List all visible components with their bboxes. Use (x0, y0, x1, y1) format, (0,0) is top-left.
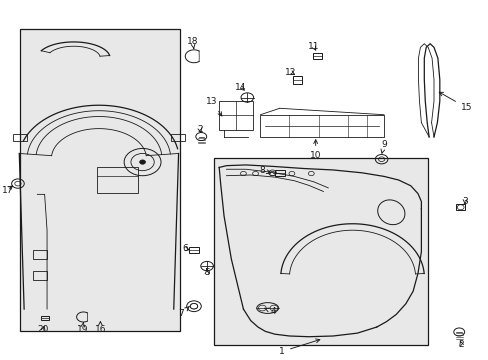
Bar (274, 170, 284, 176)
Text: 20: 20 (38, 325, 49, 334)
Text: 2: 2 (458, 341, 464, 350)
Text: 2: 2 (197, 125, 203, 134)
Text: 18: 18 (186, 37, 198, 49)
Text: 12: 12 (285, 68, 296, 77)
Text: 6: 6 (182, 244, 189, 253)
Bar (219, 101, 253, 130)
Text: 14: 14 (235, 83, 246, 92)
Bar (32, 271, 47, 280)
Bar (260, 115, 383, 137)
Text: 8: 8 (259, 166, 270, 175)
Text: 16: 16 (95, 321, 106, 334)
Text: 15: 15 (438, 92, 471, 112)
Bar (455, 204, 464, 211)
Bar (41, 316, 49, 320)
Text: 13: 13 (206, 97, 222, 116)
Text: 1: 1 (279, 339, 319, 356)
Bar (32, 250, 47, 259)
Text: 3: 3 (461, 197, 467, 206)
Text: 17: 17 (1, 185, 13, 194)
Bar (312, 53, 322, 59)
Bar (96, 167, 138, 193)
Text: 4: 4 (264, 307, 275, 316)
Text: 9: 9 (380, 140, 386, 153)
Text: 7: 7 (178, 307, 189, 318)
Text: 5: 5 (204, 268, 209, 277)
Bar (293, 76, 302, 84)
Bar (189, 247, 199, 253)
Circle shape (140, 160, 145, 164)
Bar (214, 158, 427, 345)
Text: 19: 19 (77, 323, 88, 334)
Text: 11: 11 (307, 42, 319, 51)
Text: 10: 10 (309, 140, 321, 160)
Bar (20, 30, 180, 330)
